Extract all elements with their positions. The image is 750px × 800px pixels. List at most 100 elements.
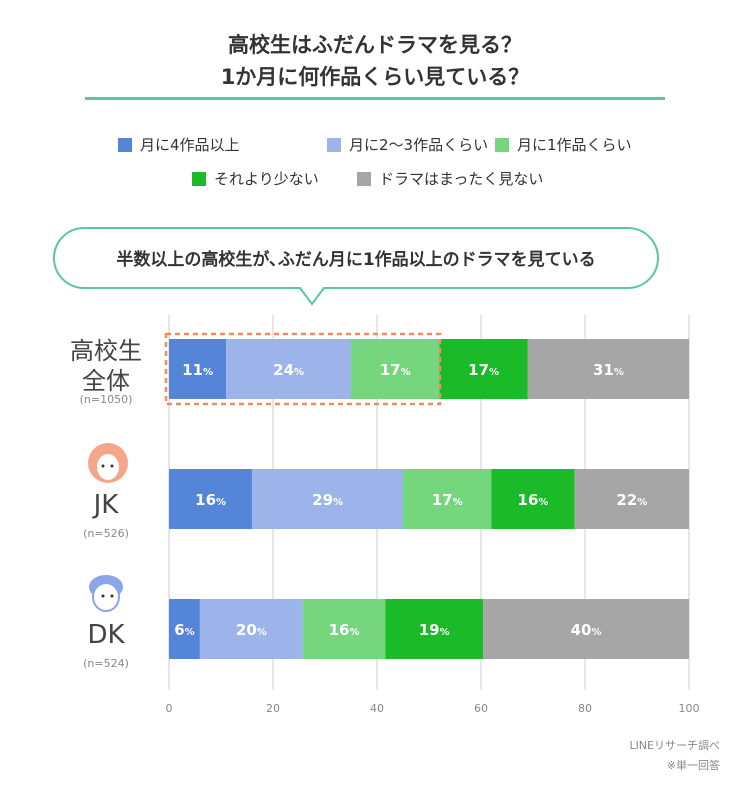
- x-tick-label: 40: [370, 702, 384, 715]
- data-label-value: 17: [432, 491, 453, 509]
- bar-segment: [574, 469, 689, 529]
- data-label-value: 19: [419, 621, 440, 639]
- legend-swatch: [192, 172, 206, 186]
- data-label-value: 17: [468, 361, 489, 379]
- data-label: 17%: [432, 491, 463, 509]
- category-n: (n=1050): [80, 393, 133, 406]
- legend-swatch: [495, 138, 509, 152]
- bar-segment: [302, 599, 386, 659]
- data-label-suffix: %: [591, 627, 601, 638]
- data-label-value: 24: [273, 361, 294, 379]
- eye: [101, 594, 105, 598]
- legend-label: 月に2〜3作品くらい: [349, 136, 488, 154]
- x-tick-label: 0: [166, 702, 173, 715]
- face: [97, 454, 119, 480]
- data-label-suffix: %: [349, 627, 359, 638]
- data-label-suffix: %: [401, 367, 411, 378]
- data-label-value: 16: [518, 491, 539, 509]
- bar-segment: [385, 599, 484, 659]
- legend-swatch: [118, 138, 132, 152]
- category-label: DK: [87, 620, 125, 650]
- x-tick-label: 80: [578, 702, 592, 715]
- data-label: 24%: [273, 361, 304, 379]
- data-label-suffix: %: [294, 367, 304, 378]
- eye: [110, 594, 114, 598]
- data-label-suffix: %: [440, 627, 450, 638]
- data-label: 16%: [329, 621, 360, 639]
- source-note: LINEリサーチ調べ: [629, 738, 720, 752]
- bar-segment: [169, 339, 227, 399]
- data-label-value: 20: [236, 621, 257, 639]
- callout-bubble: [53, 227, 659, 306]
- data-label: 16%: [195, 491, 226, 509]
- data-label-suffix: %: [185, 627, 195, 638]
- eye: [110, 464, 114, 468]
- data-label: 20%: [236, 621, 267, 639]
- answer-note: ※単一回答: [667, 758, 720, 772]
- data-label-suffix: %: [453, 497, 463, 508]
- data-label: 17%: [380, 361, 411, 379]
- data-label-value: 31: [593, 361, 614, 379]
- legend-label: 月に4作品以上: [140, 136, 240, 154]
- chart-title: 1か月に何作品くらい見ている？: [221, 65, 530, 89]
- bar-segment: [199, 599, 303, 659]
- bar-segment: [491, 469, 575, 529]
- data-label: 40%: [571, 621, 602, 639]
- face: [92, 582, 120, 612]
- legend-swatch: [327, 138, 341, 152]
- data-label-value: 40: [571, 621, 592, 639]
- girl-face-icon: [88, 443, 128, 483]
- data-label-value: 6: [174, 621, 184, 639]
- data-label-value: 29: [312, 491, 333, 509]
- eye: [101, 464, 105, 468]
- data-label: 19%: [419, 621, 450, 639]
- data-label-value: 11: [182, 361, 203, 379]
- x-tick-label: 20: [266, 702, 280, 715]
- data-label-value: 17: [380, 361, 401, 379]
- category-label: JK: [92, 490, 120, 520]
- boy-face-icon: [89, 575, 123, 612]
- data-label-suffix: %: [489, 367, 499, 378]
- bar-segment: [252, 469, 403, 529]
- data-label: 11%: [182, 361, 213, 379]
- bar-segment: [483, 599, 689, 659]
- x-tick-label: 100: [679, 702, 700, 715]
- data-label-suffix: %: [203, 367, 213, 378]
- data-label: 29%: [312, 491, 343, 509]
- legend-label: それより少ない: [214, 170, 319, 188]
- data-label-suffix: %: [333, 497, 343, 508]
- bar-segment: [226, 339, 351, 399]
- data-label-value: 22: [616, 491, 637, 509]
- data-label: 16%: [518, 491, 549, 509]
- data-label-suffix: %: [637, 497, 647, 508]
- bar-segment: [439, 339, 528, 399]
- category-n: (n=526): [83, 527, 129, 540]
- legend-label: 月に1作品くらい: [517, 136, 632, 154]
- data-label-suffix: %: [216, 497, 226, 508]
- data-label-suffix: %: [614, 367, 624, 378]
- data-label: 22%: [616, 491, 647, 509]
- category-n: (n=524): [83, 657, 129, 670]
- data-label: 31%: [593, 361, 624, 379]
- data-label: 6%: [174, 621, 194, 639]
- x-tick-label: 60: [474, 702, 488, 715]
- data-label-value: 16: [329, 621, 350, 639]
- category-label: 高校生: [70, 337, 142, 365]
- bar-segment: [351, 339, 440, 399]
- title-underline: [85, 97, 665, 100]
- category-label: 全体: [82, 367, 130, 395]
- highlight-box: [164, 332, 442, 406]
- legend-swatch: [357, 172, 371, 186]
- bar-segment: [527, 339, 689, 399]
- bar-segment: [403, 469, 492, 529]
- data-label-suffix: %: [538, 497, 548, 508]
- bar-segment: [169, 469, 253, 529]
- bar-segment: [169, 599, 200, 659]
- legend-label: ドラマはまったく見ない: [379, 170, 543, 188]
- data-label: 17%: [468, 361, 499, 379]
- callout-text: 半数以上の高校生が､ふだん月に1作品以上のドラマを見ている: [116, 249, 595, 270]
- chart-title: 高校生はふだんドラマを見る？: [228, 33, 522, 57]
- data-label-value: 16: [195, 491, 216, 509]
